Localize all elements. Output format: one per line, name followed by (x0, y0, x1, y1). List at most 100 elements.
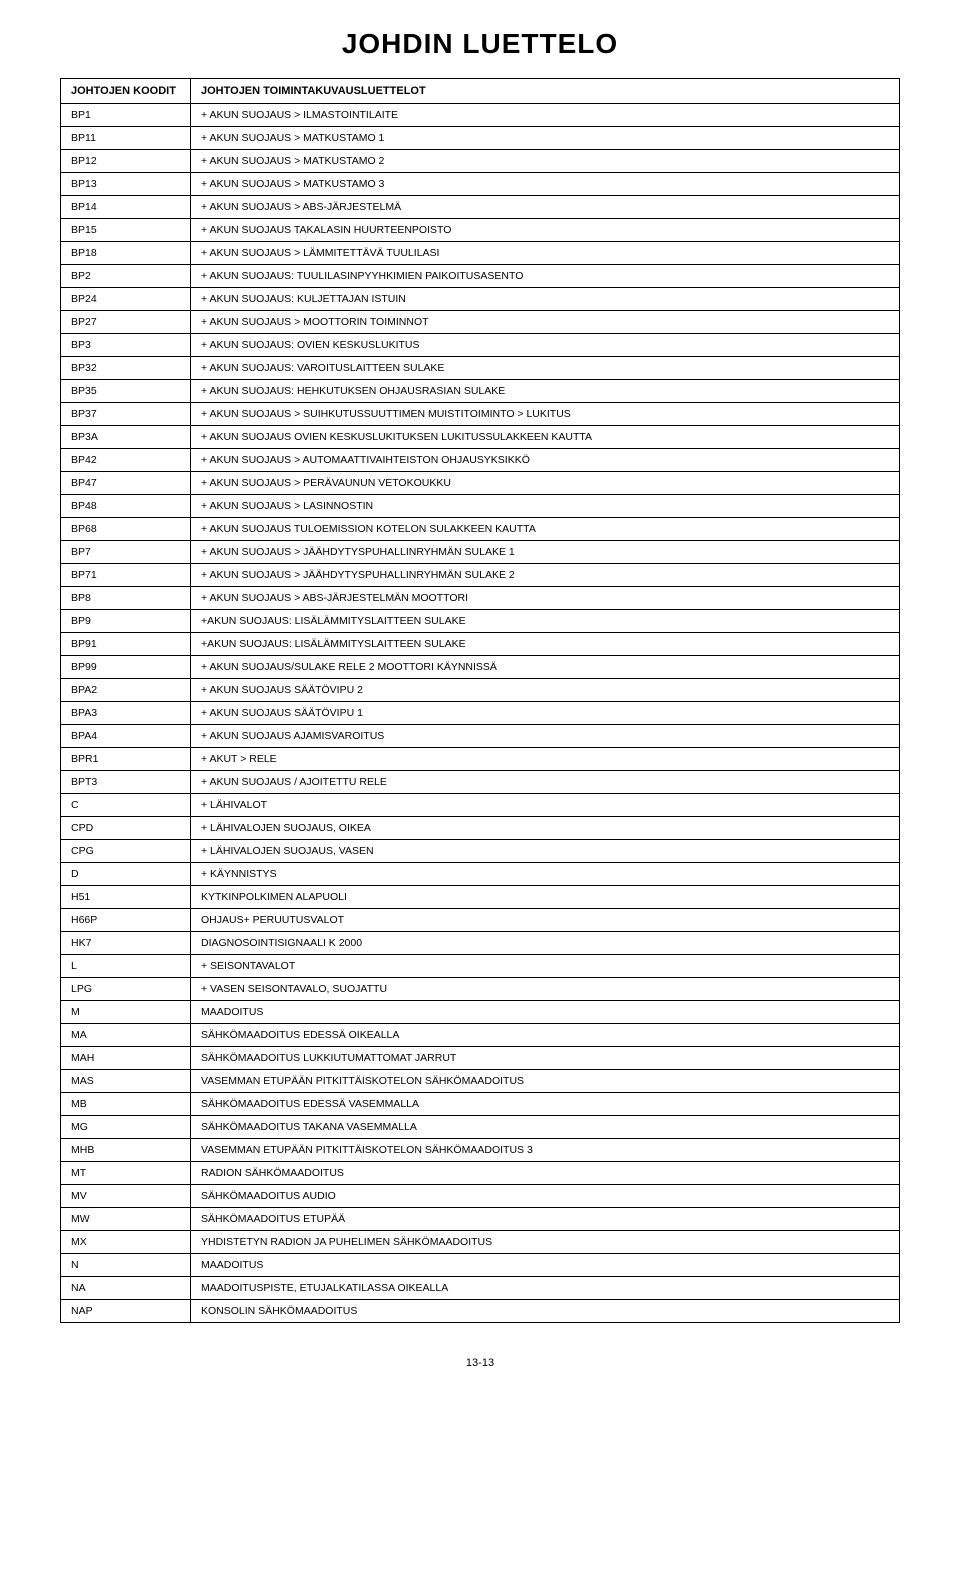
desc-cell: SÄHKÖMAADOITUS EDESSÄ VASEMMALLA (191, 1093, 900, 1116)
table-row: CPG+ LÄHIVALOJEN SUOJAUS, VASEN (61, 840, 900, 863)
table-row: BP91+AKUN SUOJAUS: LISÄLÄMMITYSLAITTEEN … (61, 633, 900, 656)
table-row: BP12+ AKUN SUOJAUS > MATKUSTAMO 2 (61, 150, 900, 173)
desc-cell: MAADOITUS (191, 1001, 900, 1024)
table-row: BP35+ AKUN SUOJAUS: HEHKUTUKSEN OHJAUSRA… (61, 380, 900, 403)
table-row: BP2+ AKUN SUOJAUS: TUULILASINPYYHKIMIEN … (61, 265, 900, 288)
page-title: JOHDIN LUETTELO (60, 28, 900, 60)
code-cell: MG (61, 1116, 191, 1139)
desc-cell: SÄHKÖMAADOITUS AUDIO (191, 1185, 900, 1208)
table-row: BP18+ AKUN SUOJAUS > LÄMMITETTÄVÄ TUULIL… (61, 242, 900, 265)
desc-cell: + AKUN SUOJAUS SÄÄTÖVIPU 1 (191, 702, 900, 725)
code-cell: BP35 (61, 380, 191, 403)
desc-cell: + AKUN SUOJAUS > MATKUSTAMO 3 (191, 173, 900, 196)
code-cell: BP42 (61, 449, 191, 472)
table-row: H51KYTKINPOLKIMEN ALAPUOLI (61, 886, 900, 909)
desc-cell: DIAGNOSOINTISIGNAALI K 2000 (191, 932, 900, 955)
code-cell: BP24 (61, 288, 191, 311)
desc-cell: + AKUN SUOJAUS > MATKUSTAMO 1 (191, 127, 900, 150)
table-row: BP1+ AKUN SUOJAUS > ILMASTOINTILAITE (61, 104, 900, 127)
desc-cell: OHJAUS+ PERUUTUSVALOT (191, 909, 900, 932)
table-row: BP48+ AKUN SUOJAUS > LASINNOSTIN (61, 495, 900, 518)
desc-cell: + AKUN SUOJAUS > AUTOMAATTIVAIHTEISTON O… (191, 449, 900, 472)
code-cell: H66P (61, 909, 191, 932)
code-cell: MA (61, 1024, 191, 1047)
desc-cell: + AKUN SUOJAUS > SUIHKUTUSSUUTTIMEN MUIS… (191, 403, 900, 426)
table-row: BP71+ AKUN SUOJAUS > JÄÄHDYTYSPUHALLINRY… (61, 564, 900, 587)
desc-cell: MAADOITUSPISTE, ETUJALKATILASSA OIKEALLA (191, 1277, 900, 1300)
code-cell: NA (61, 1277, 191, 1300)
table-row: MASVASEMMAN ETUPÄÄN PITKITTÄISKOTELON SÄ… (61, 1070, 900, 1093)
code-cell: MT (61, 1162, 191, 1185)
desc-cell: + AKUN SUOJAUS / AJOITETTU RELE (191, 771, 900, 794)
code-cell: L (61, 955, 191, 978)
code-cell: LPG (61, 978, 191, 1001)
table-row: CPD+ LÄHIVALOJEN SUOJAUS, OIKEA (61, 817, 900, 840)
desc-cell: + SEISONTAVALOT (191, 955, 900, 978)
table-row: MTRADION SÄHKÖMAADOITUS (61, 1162, 900, 1185)
desc-cell: VASEMMAN ETUPÄÄN PITKITTÄISKOTELON SÄHKÖ… (191, 1070, 900, 1093)
table-row: BP13+ AKUN SUOJAUS > MATKUSTAMO 3 (61, 173, 900, 196)
desc-cell: + AKUN SUOJAUS OVIEN KESKUSLUKITUKSEN LU… (191, 426, 900, 449)
table-row: MVSÄHKÖMAADOITUS AUDIO (61, 1185, 900, 1208)
code-cell: BP12 (61, 150, 191, 173)
desc-cell: + KÄYNNISTYS (191, 863, 900, 886)
page: JOHDIN LUETTELO JOHTOJEN KOODIT JOHTOJEN… (0, 0, 960, 1409)
table-row: NAMAADOITUSPISTE, ETUJALKATILASSA OIKEAL… (61, 1277, 900, 1300)
code-cell: BP47 (61, 472, 191, 495)
code-cell: BP18 (61, 242, 191, 265)
desc-cell: + AKUN SUOJAUS > ABS-JÄRJESTELMÄN MOOTTO… (191, 587, 900, 610)
code-cell: BP91 (61, 633, 191, 656)
desc-cell: + LÄHIVALOJEN SUOJAUS, VASEN (191, 840, 900, 863)
code-cell: BP27 (61, 311, 191, 334)
desc-cell: KYTKINPOLKIMEN ALAPUOLI (191, 886, 900, 909)
desc-cell: RADION SÄHKÖMAADOITUS (191, 1162, 900, 1185)
table-row: NAPKONSOLIN SÄHKÖMAADOITUS (61, 1300, 900, 1323)
code-cell: MHB (61, 1139, 191, 1162)
code-cell: BP48 (61, 495, 191, 518)
table-row: BP11+ AKUN SUOJAUS > MATKUSTAMO 1 (61, 127, 900, 150)
code-cell: MX (61, 1231, 191, 1254)
code-cell: HK7 (61, 932, 191, 955)
code-cell: CPD (61, 817, 191, 840)
table-row: BP24+ AKUN SUOJAUS: KULJETTAJAN ISTUIN (61, 288, 900, 311)
table-row: MHBVASEMMAN ETUPÄÄN PITKITTÄISKOTELON SÄ… (61, 1139, 900, 1162)
table-row: MXYHDISTETYN RADION JA PUHELIMEN SÄHKÖMA… (61, 1231, 900, 1254)
code-cell: BP2 (61, 265, 191, 288)
code-cell: BP8 (61, 587, 191, 610)
desc-cell: SÄHKÖMAADOITUS EDESSÄ OIKEALLA (191, 1024, 900, 1047)
table-row: BP9+AKUN SUOJAUS: LISÄLÄMMITYSLAITTEEN S… (61, 610, 900, 633)
desc-cell: + AKUN SUOJAUS: KULJETTAJAN ISTUIN (191, 288, 900, 311)
code-cell: C (61, 794, 191, 817)
table-row: BP7+ AKUN SUOJAUS > JÄÄHDYTYSPUHALLINRYH… (61, 541, 900, 564)
code-cell: BP13 (61, 173, 191, 196)
code-cell: H51 (61, 886, 191, 909)
desc-cell: + AKUN SUOJAUS: VAROITUSLAITTEEN SULAKE (191, 357, 900, 380)
desc-cell: + AKUN SUOJAUS > MOOTTORIN TOIMINNOT (191, 311, 900, 334)
table-row: MGSÄHKÖMAADOITUS TAKANA VASEMMALLA (61, 1116, 900, 1139)
table-row: MWSÄHKÖMAADOITUS ETUPÄÄ (61, 1208, 900, 1231)
code-cell: BPA4 (61, 725, 191, 748)
code-cell: BP32 (61, 357, 191, 380)
desc-cell: + AKUN SUOJAUS > ABS-JÄRJESTELMÄ (191, 196, 900, 219)
desc-cell: + VASEN SEISONTAVALO, SUOJATTU (191, 978, 900, 1001)
table-row: BP15+ AKUN SUOJAUS TAKALASIN HUURTEENPOI… (61, 219, 900, 242)
code-cell: BP3A (61, 426, 191, 449)
desc-cell: + LÄHIVALOT (191, 794, 900, 817)
table-row: BP3+ AKUN SUOJAUS: OVIEN KESKUSLUKITUS (61, 334, 900, 357)
table-row: BPA2+ AKUN SUOJAUS SÄÄTÖVIPU 2 (61, 679, 900, 702)
desc-cell: + AKUN SUOJAUS AJAMISVAROITUS (191, 725, 900, 748)
code-cell: BP68 (61, 518, 191, 541)
table-row: BP32+ AKUN SUOJAUS: VAROITUSLAITTEEN SUL… (61, 357, 900, 380)
code-cell: BP37 (61, 403, 191, 426)
code-cell: D (61, 863, 191, 886)
table-row: C+ LÄHIVALOT (61, 794, 900, 817)
table-row: HK7DIAGNOSOINTISIGNAALI K 2000 (61, 932, 900, 955)
desc-cell: YHDISTETYN RADION JA PUHELIMEN SÄHKÖMAAD… (191, 1231, 900, 1254)
table-row: LPG+ VASEN SEISONTAVALO, SUOJATTU (61, 978, 900, 1001)
table-row: BP99+ AKUN SUOJAUS/SULAKE RELE 2 MOOTTOR… (61, 656, 900, 679)
code-cell: BP3 (61, 334, 191, 357)
desc-cell: MAADOITUS (191, 1254, 900, 1277)
desc-cell: + AKUN SUOJAUS > JÄÄHDYTYSPUHALLINRYHMÄN… (191, 541, 900, 564)
desc-cell: + AKUN SUOJAUS > LÄMMITETTÄVÄ TUULILASI (191, 242, 900, 265)
table-row: BP27+ AKUN SUOJAUS > MOOTTORIN TOIMINNOT (61, 311, 900, 334)
